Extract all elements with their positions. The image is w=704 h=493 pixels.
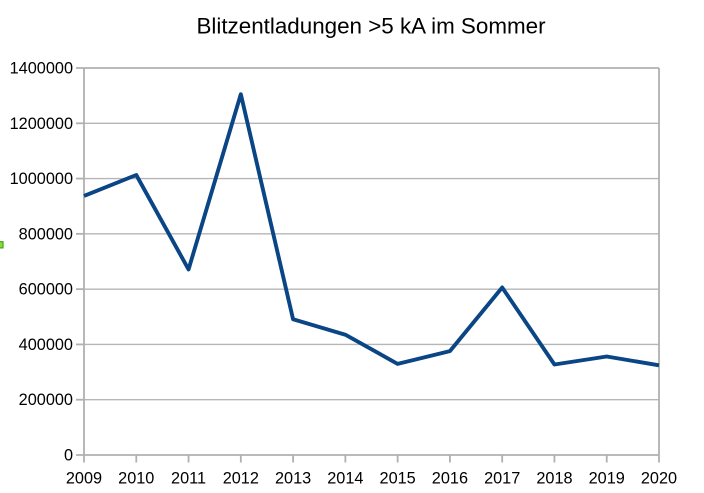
svg-text:2009: 2009 [66,470,102,488]
svg-text:2010: 2010 [118,470,154,488]
svg-text:800000: 800000 [19,225,73,243]
svg-text:2018: 2018 [536,470,572,488]
svg-text:2012: 2012 [223,470,259,488]
svg-text:2019: 2019 [589,470,625,488]
svg-text:2011: 2011 [171,470,206,488]
svg-text:2020: 2020 [641,470,677,488]
svg-text:600000: 600000 [19,281,73,299]
svg-text:2015: 2015 [380,470,416,488]
svg-text:200000: 200000 [19,391,73,409]
svg-text:2014: 2014 [327,470,363,488]
svg-text:2016: 2016 [432,470,468,488]
svg-text:2013: 2013 [275,470,311,488]
svg-text:0: 0 [64,447,73,465]
svg-text:400000: 400000 [19,336,73,354]
svg-text:1200000: 1200000 [10,115,73,133]
svg-text:1400000: 1400000 [10,60,73,78]
svg-text:1000000: 1000000 [10,170,73,188]
svg-text:2017: 2017 [484,470,520,488]
svg-text:Blitzentladungen >5 kA im Somm: Blitzentladungen >5 kA im Sommer [196,14,546,39]
